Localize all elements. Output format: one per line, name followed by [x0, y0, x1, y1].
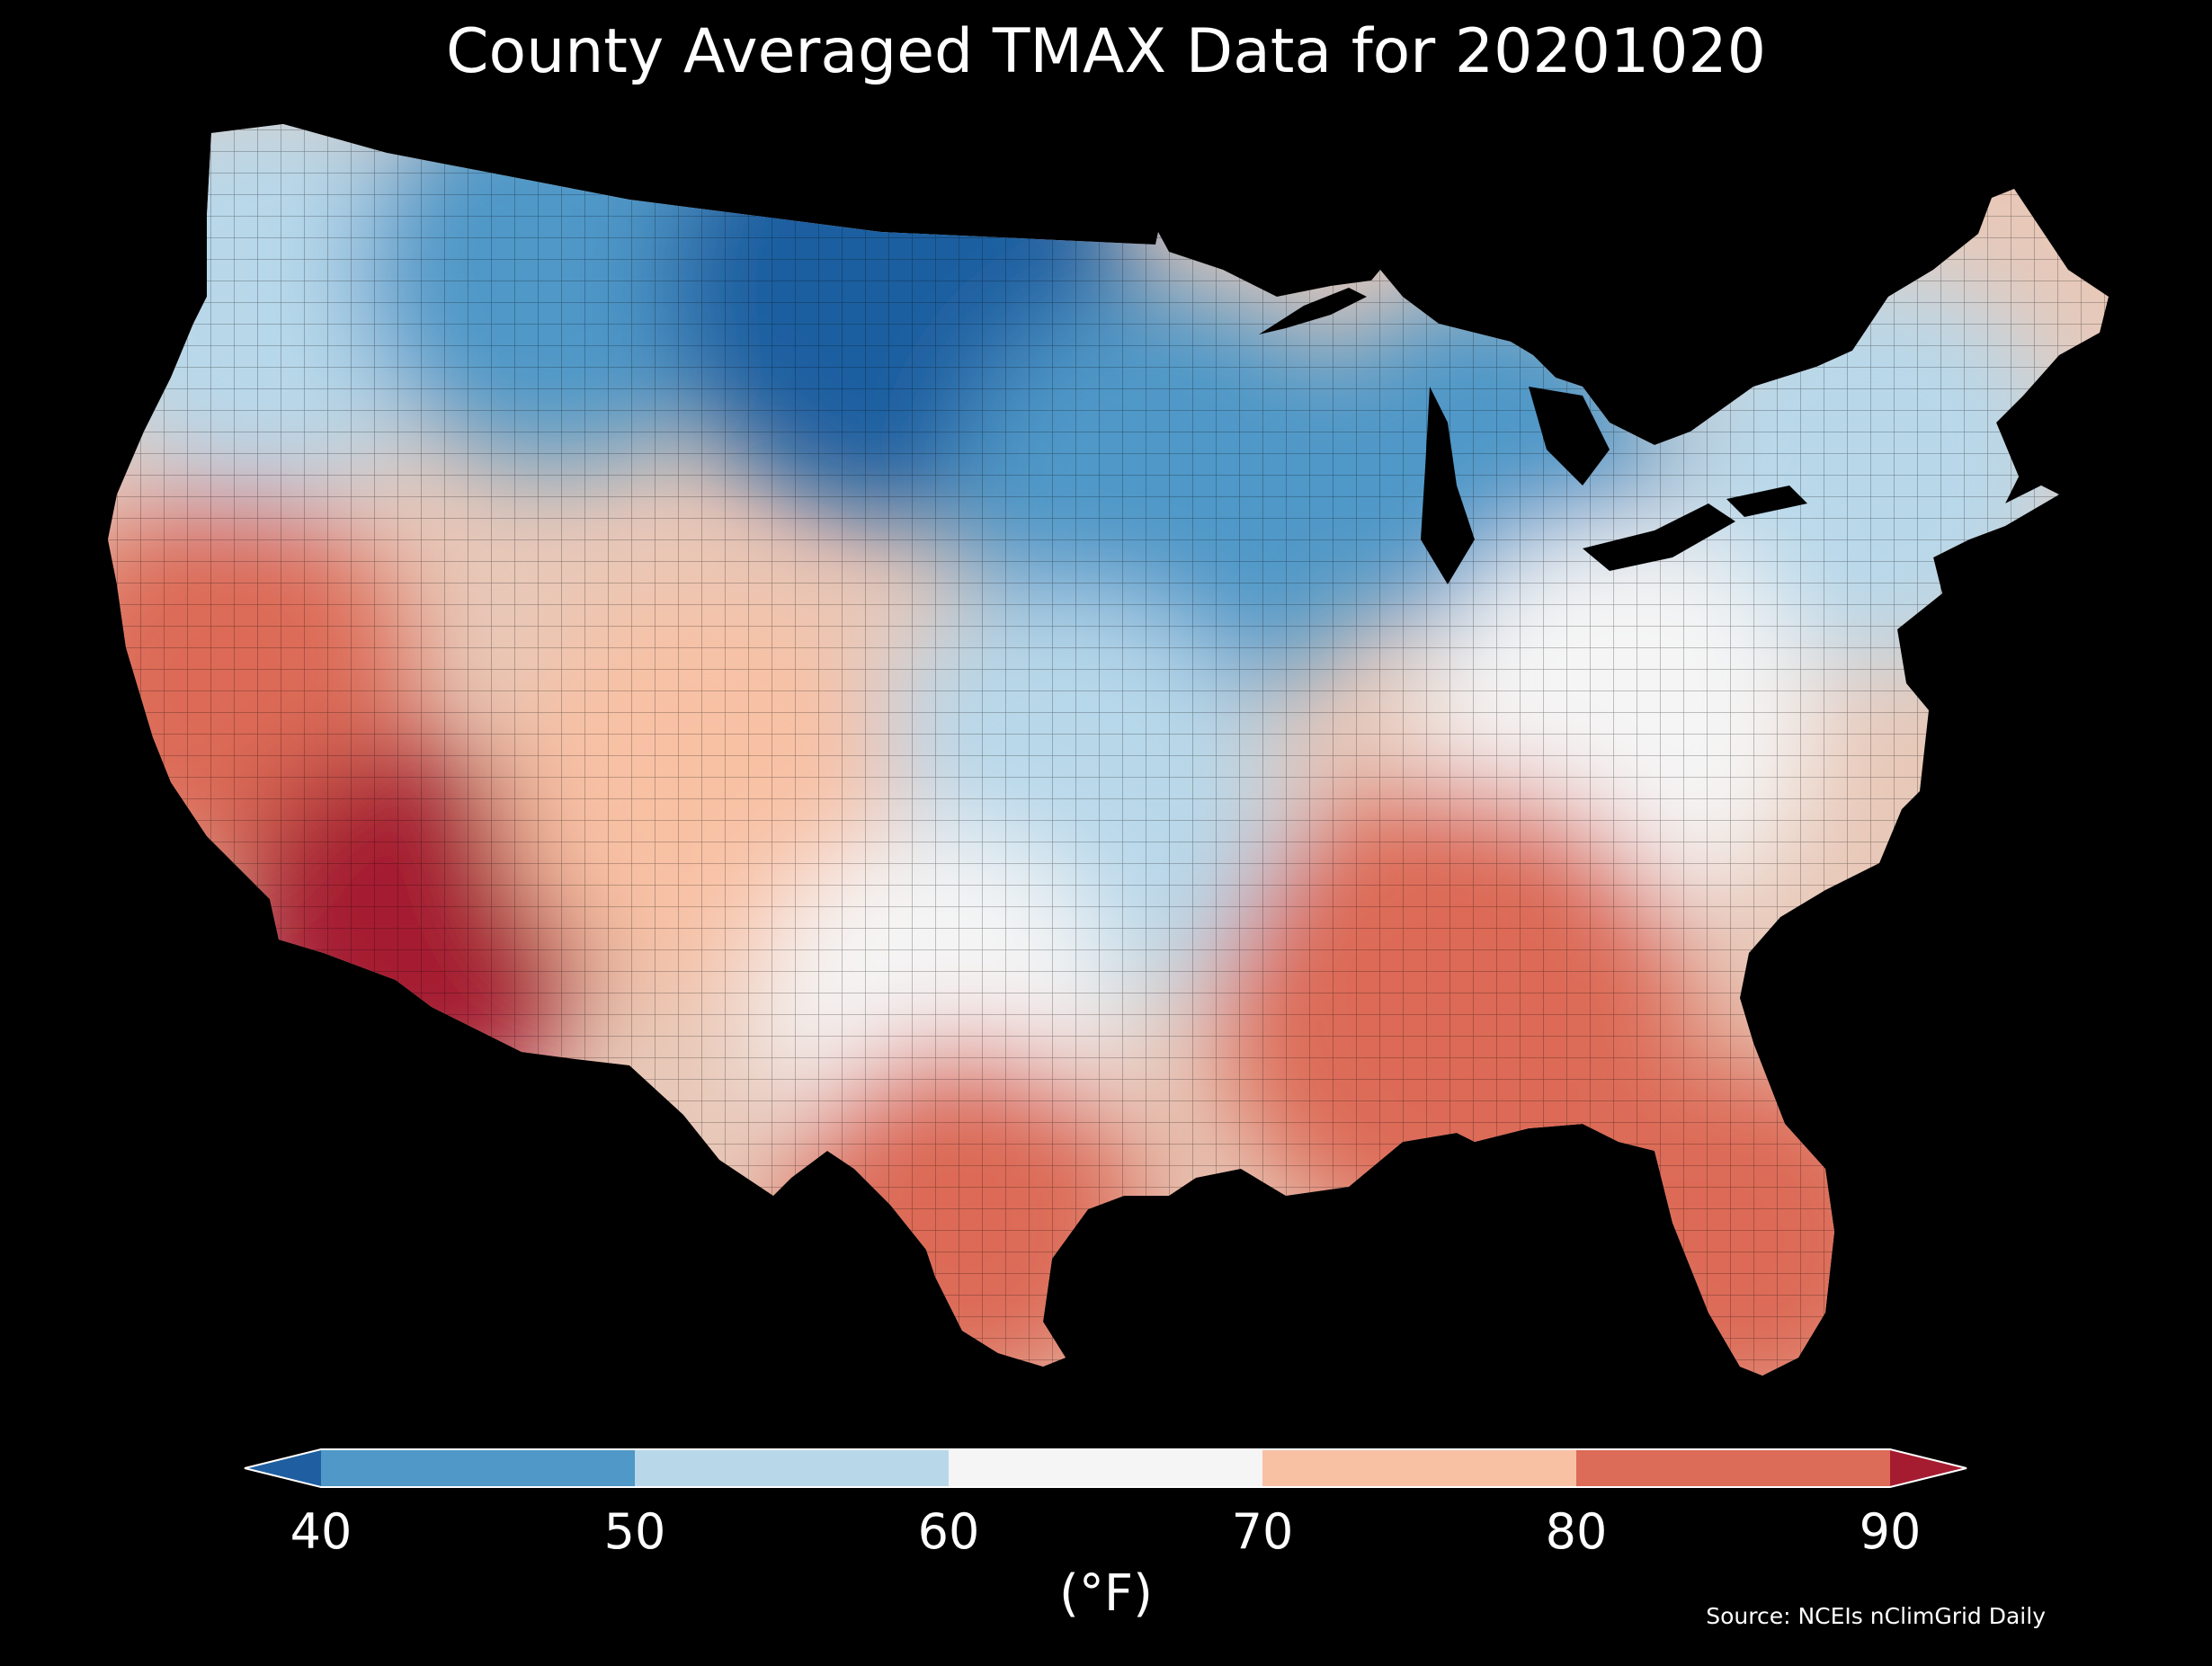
colorbar-tick-50: 50: [603, 1503, 666, 1560]
great-lakes: [1259, 288, 1807, 584]
colorbar-tick-40: 40: [290, 1503, 352, 1560]
source-note: Source: NCEIs nClimGrid Daily: [1706, 1603, 2046, 1629]
map-title: County Averaged TMAX Data for 20201020: [446, 16, 1766, 87]
colorbar-unit-label: (°F): [1059, 1564, 1153, 1623]
colorbar-tick-80: 80: [1545, 1503, 1608, 1560]
colorbar-tick-90: 90: [1859, 1503, 1922, 1560]
colorbar-tick-60: 60: [917, 1503, 980, 1560]
colorbar-tick-70: 70: [1231, 1503, 1294, 1560]
